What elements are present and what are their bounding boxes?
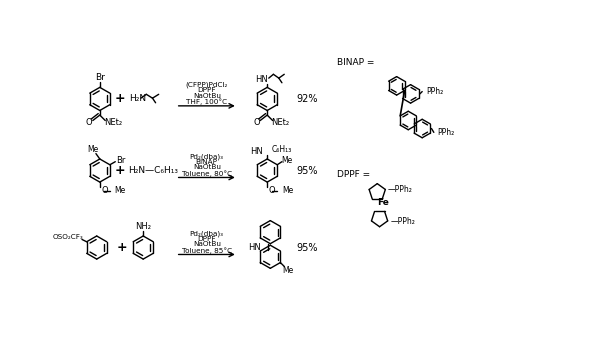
Text: PPh₂: PPh₂	[426, 87, 443, 96]
Text: HN: HN	[254, 75, 268, 84]
Text: PPh₂: PPh₂	[438, 128, 455, 137]
Text: BINAP =: BINAP =	[337, 58, 374, 67]
Text: Pd₂(dba)₃: Pd₂(dba)₃	[190, 153, 224, 160]
Text: Toluene, 85°C: Toluene, 85°C	[182, 247, 232, 254]
Text: NEt₂: NEt₂	[271, 118, 289, 127]
Text: DPPF: DPPF	[197, 88, 216, 94]
Text: Me: Me	[87, 145, 98, 154]
Text: THF, 100°C: THF, 100°C	[186, 99, 227, 105]
Text: Toluene, 80°C: Toluene, 80°C	[182, 170, 232, 177]
Text: 95%: 95%	[297, 166, 318, 176]
Text: DPPF =: DPPF =	[337, 170, 370, 179]
Text: +: +	[116, 241, 127, 254]
Text: DPPF: DPPF	[197, 236, 216, 242]
Text: Br: Br	[116, 156, 125, 164]
Text: 95%: 95%	[297, 242, 318, 252]
Text: Br: Br	[95, 73, 105, 82]
Text: H₂N: H₂N	[129, 94, 146, 104]
Text: O: O	[253, 118, 260, 127]
Text: —PPh₂: —PPh₂	[388, 184, 413, 194]
Text: Me: Me	[281, 156, 292, 164]
Text: HN: HN	[250, 147, 263, 156]
Text: Me: Me	[283, 266, 294, 275]
Text: Pd₂(dba)₃: Pd₂(dba)₃	[190, 230, 224, 237]
Text: BINAP: BINAP	[196, 159, 218, 165]
Text: O: O	[101, 186, 108, 195]
Text: C₆H₁₃: C₆H₁₃	[272, 145, 292, 154]
Text: Me: Me	[282, 186, 293, 195]
Text: NH₂: NH₂	[135, 222, 151, 231]
Text: NEt₂: NEt₂	[104, 118, 122, 127]
Text: OSO₂CF₃: OSO₂CF₃	[53, 234, 83, 240]
Text: (CFPP)PdCl₂: (CFPP)PdCl₂	[185, 82, 228, 88]
Text: NaOtBu: NaOtBu	[193, 164, 221, 171]
Text: NaOtBu: NaOtBu	[193, 241, 221, 247]
Text: +: +	[115, 93, 125, 105]
Text: +: +	[115, 164, 125, 177]
Text: —PPh₂: —PPh₂	[391, 217, 415, 226]
Text: 92%: 92%	[297, 94, 318, 104]
Text: HN: HN	[248, 243, 261, 252]
Text: Me: Me	[115, 186, 126, 195]
Text: Fe: Fe	[377, 198, 389, 208]
Text: NaOtBu: NaOtBu	[193, 93, 221, 99]
Text: O: O	[269, 186, 275, 195]
Text: H₂N—C₆H₁₃: H₂N—C₆H₁₃	[128, 166, 178, 175]
Text: O: O	[86, 118, 92, 127]
